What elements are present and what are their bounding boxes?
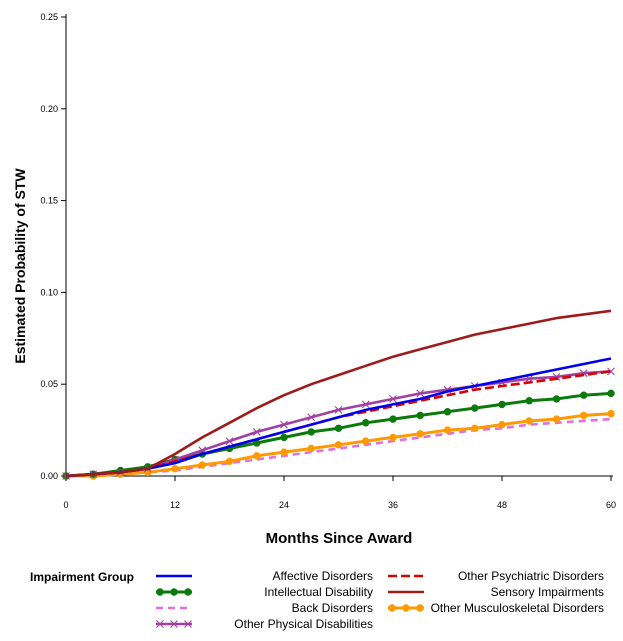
x-tick-label: 60 (606, 500, 616, 510)
legend-label: Other Physical Disabilities (234, 617, 373, 631)
data-point (280, 433, 288, 442)
data-point (443, 426, 452, 434)
legend-marker (388, 604, 396, 612)
axes: 0.00 0.05 0.10 0.15 0.20 0.25 0 12 24 36 48 60 (40, 12, 616, 510)
y-tick-label: 0.25 (40, 12, 58, 22)
data-point (334, 406, 343, 414)
series-other-musculoskeletal-disorders (62, 409, 615, 480)
data-point (416, 430, 424, 438)
legend-marker (416, 604, 424, 612)
data-point (607, 409, 615, 418)
data-point (525, 397, 533, 405)
data-point (361, 400, 370, 409)
legend-item-intellectual-disability: Intellectual Disability (156, 585, 373, 599)
data-point (443, 408, 452, 416)
y-tick-label: 0.00 (40, 471, 58, 481)
legend-label: Sensory Impairments (491, 585, 604, 599)
data-point (253, 452, 261, 460)
series-line (65, 357, 612, 478)
data-point (307, 428, 315, 436)
data-point (416, 389, 425, 398)
legend-label: Back Disorders (292, 601, 373, 615)
legend-label: Other Psychiatric Disorders (458, 569, 604, 583)
legend-item-other-musculoskeletal-disorders: Other Musculoskeletal Disorders (388, 601, 604, 615)
x-tick-label: 24 (279, 500, 289, 510)
y-axis-title: Estimated Probability of STW (12, 168, 28, 364)
series-affective-disorders (65, 357, 612, 478)
x-tick-label: 36 (388, 500, 398, 510)
legend-marker (156, 620, 164, 628)
data-point (607, 367, 615, 376)
legend: Impairment Group Affective Disorders Inte… (30, 569, 604, 631)
legend-marker (184, 588, 192, 596)
data-point (225, 457, 234, 466)
legend-marker (184, 620, 192, 628)
data-point (334, 424, 343, 432)
y-tick-label: 0.20 (40, 104, 58, 114)
data-point (498, 400, 506, 409)
data-point (389, 415, 397, 423)
y-tick-label: 0.10 (40, 287, 58, 297)
legend-item-affective-disorders: Affective Disorders (156, 569, 373, 583)
data-point (498, 420, 506, 429)
data-point (198, 461, 206, 469)
series-line (66, 417, 612, 478)
data-point (252, 428, 261, 436)
legend-marker (170, 620, 178, 628)
data-point (307, 413, 316, 422)
x-ticks: 0 12 24 36 48 60 (63, 476, 616, 510)
legend-marker (170, 588, 178, 596)
legend-marker (156, 588, 164, 596)
legend-marker (402, 604, 410, 612)
data-point (307, 444, 315, 453)
legend-title: Impairment Group (30, 570, 134, 584)
data-point (580, 411, 588, 420)
legend-item-sensory-impairments: Sensory Impairments (388, 585, 604, 599)
data-point (607, 389, 615, 398)
data-point (389, 394, 397, 403)
data-point (471, 424, 479, 432)
legend-item-other-physical-disabilities: Other Physical Disabilities (156, 617, 373, 631)
data-point (552, 395, 561, 403)
plot-lines (62, 309, 615, 480)
data-point (225, 437, 234, 446)
data-point (580, 391, 588, 399)
data-point (525, 417, 533, 425)
data-point (552, 415, 561, 423)
data-point (416, 411, 424, 420)
legend-item-other-psychiatric-disorders: Other Psychiatric Disorders (388, 569, 604, 583)
series-line (65, 309, 612, 478)
x-tick-label: 12 (170, 500, 180, 510)
data-point (362, 437, 370, 445)
x-axis-title: Months Since Award (266, 530, 413, 547)
legend-item-back-disorders: Back Disorders (156, 601, 373, 615)
series-sensory-impairments (65, 309, 612, 478)
data-point (280, 448, 288, 456)
data-point (334, 441, 343, 449)
data-point (389, 433, 397, 442)
legend-label: Other Musculoskeletal Disorders (431, 601, 604, 615)
x-tick-label: 0 (63, 500, 68, 510)
y-tick-label: 0.15 (40, 196, 58, 206)
x-tick-label: 48 (497, 500, 507, 510)
y-ticks: 0.00 0.05 0.10 0.15 0.20 0.25 (40, 12, 66, 481)
data-point (362, 419, 370, 427)
data-point (471, 404, 479, 412)
data-point (171, 464, 179, 473)
data-point (280, 420, 288, 429)
y-tick-label: 0.05 (40, 379, 58, 389)
legend-label: Intellectual Disability (264, 585, 373, 599)
series-back-disorders (66, 417, 612, 478)
legend-label: Affective Disorders (273, 569, 373, 583)
